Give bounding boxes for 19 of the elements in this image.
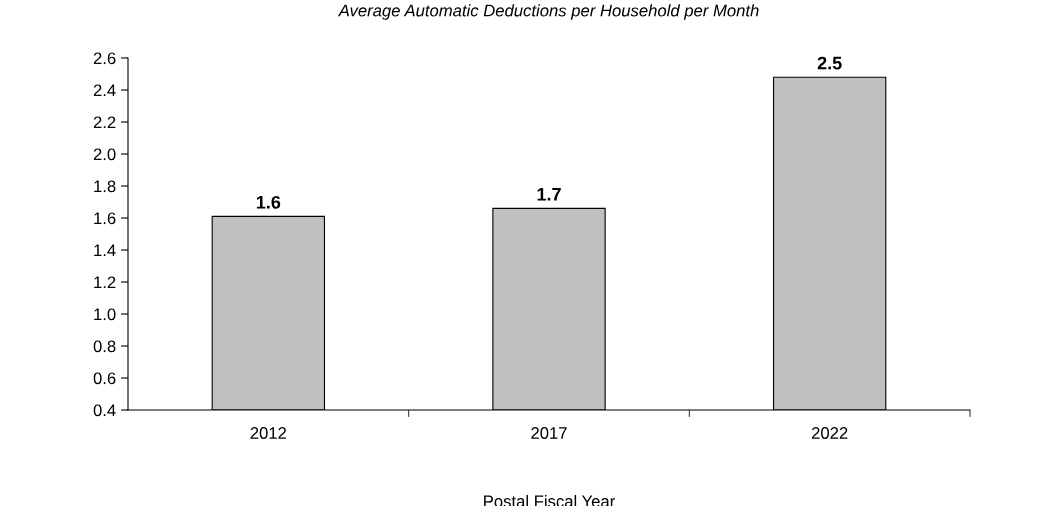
y-tick-label: 1.2 xyxy=(94,276,116,289)
y-tick-label: 1.6 xyxy=(94,212,116,225)
y-tick-label: 2.2 xyxy=(93,116,116,129)
chart-title: Average Automatic Deductions per Household per Month xyxy=(337,4,759,20)
y-tick-label: 0.4 xyxy=(93,404,116,417)
data-label: 2.5 xyxy=(817,56,842,70)
y-tick-label: 1.4 xyxy=(94,244,116,257)
y-tick-label: 2.6 xyxy=(93,52,116,65)
y-tick-label: 0.6 xyxy=(93,372,116,385)
y-tick-label: 2.4 xyxy=(93,84,116,97)
x-tick-label: 2017 xyxy=(531,427,567,439)
x-tick-label: 2012 xyxy=(250,427,287,439)
y-tick-label: 1.0 xyxy=(94,308,116,321)
data-label: 1.7 xyxy=(537,188,561,201)
x-tick-label: 2022 xyxy=(811,427,848,439)
y-tick-label: 0.8 xyxy=(93,340,116,353)
y-tick-label: 1.8 xyxy=(94,180,116,193)
y-tick-label: 2.0 xyxy=(93,148,116,161)
data-label: 1.6 xyxy=(256,195,281,209)
